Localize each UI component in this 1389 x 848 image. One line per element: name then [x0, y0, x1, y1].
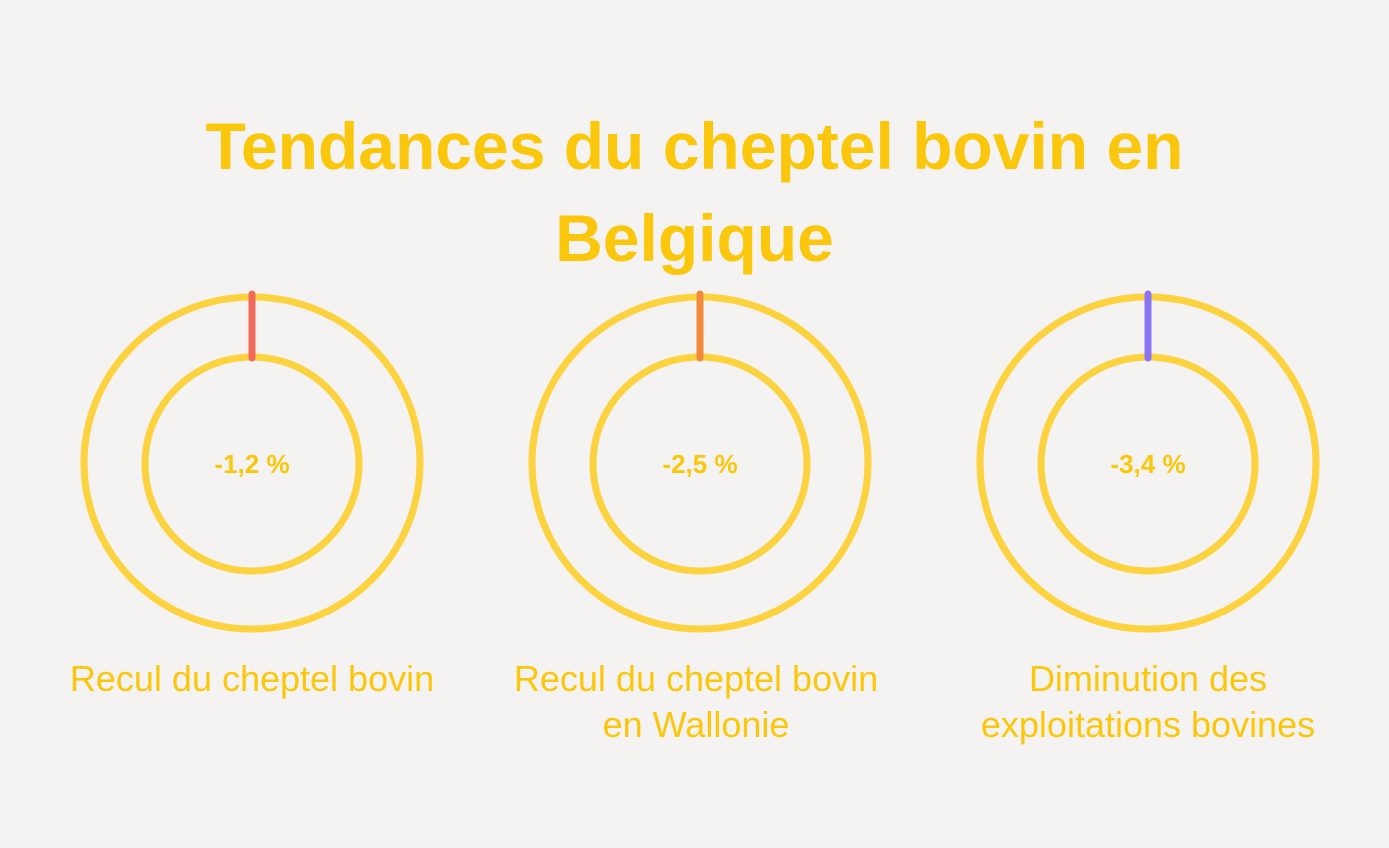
- ring-chart-1: -1,2 %: [80, 290, 424, 633]
- chart-title-line-2: Belgique: [555, 201, 834, 275]
- caption-3-line-2: exploitations bovines: [980, 704, 1316, 745]
- ring-chart-3: -3,4 %: [976, 290, 1320, 633]
- value-label-2: -2,5 %: [662, 449, 737, 479]
- caption-1: Recul du cheptel bovin: [32, 656, 472, 702]
- chart-title: Tendances du cheptel bovin en Belgique: [0, 100, 1389, 284]
- caption-3: Diminution des exploitations bovines: [928, 656, 1368, 748]
- ring-chart-2: -2,5 %: [528, 290, 872, 633]
- caption-2: Recul du cheptel bovin en Wallonie: [476, 656, 916, 748]
- caption-2-line-2: en Wallonie: [602, 704, 790, 745]
- caption-3-line-1: Diminution des: [1028, 658, 1268, 699]
- value-label-3: -3,4 %: [1110, 449, 1185, 479]
- ring-charts: -1,2 % -2,5 % -3,4 %: [80, 290, 1320, 633]
- chart-title-line-1: Tendances du cheptel bovin en: [205, 109, 1184, 183]
- value-label-1: -1,2 %: [214, 449, 289, 479]
- caption-1-line-1: Recul du cheptel bovin: [69, 658, 435, 699]
- caption-2-line-1: Recul du cheptel bovin: [513, 658, 879, 699]
